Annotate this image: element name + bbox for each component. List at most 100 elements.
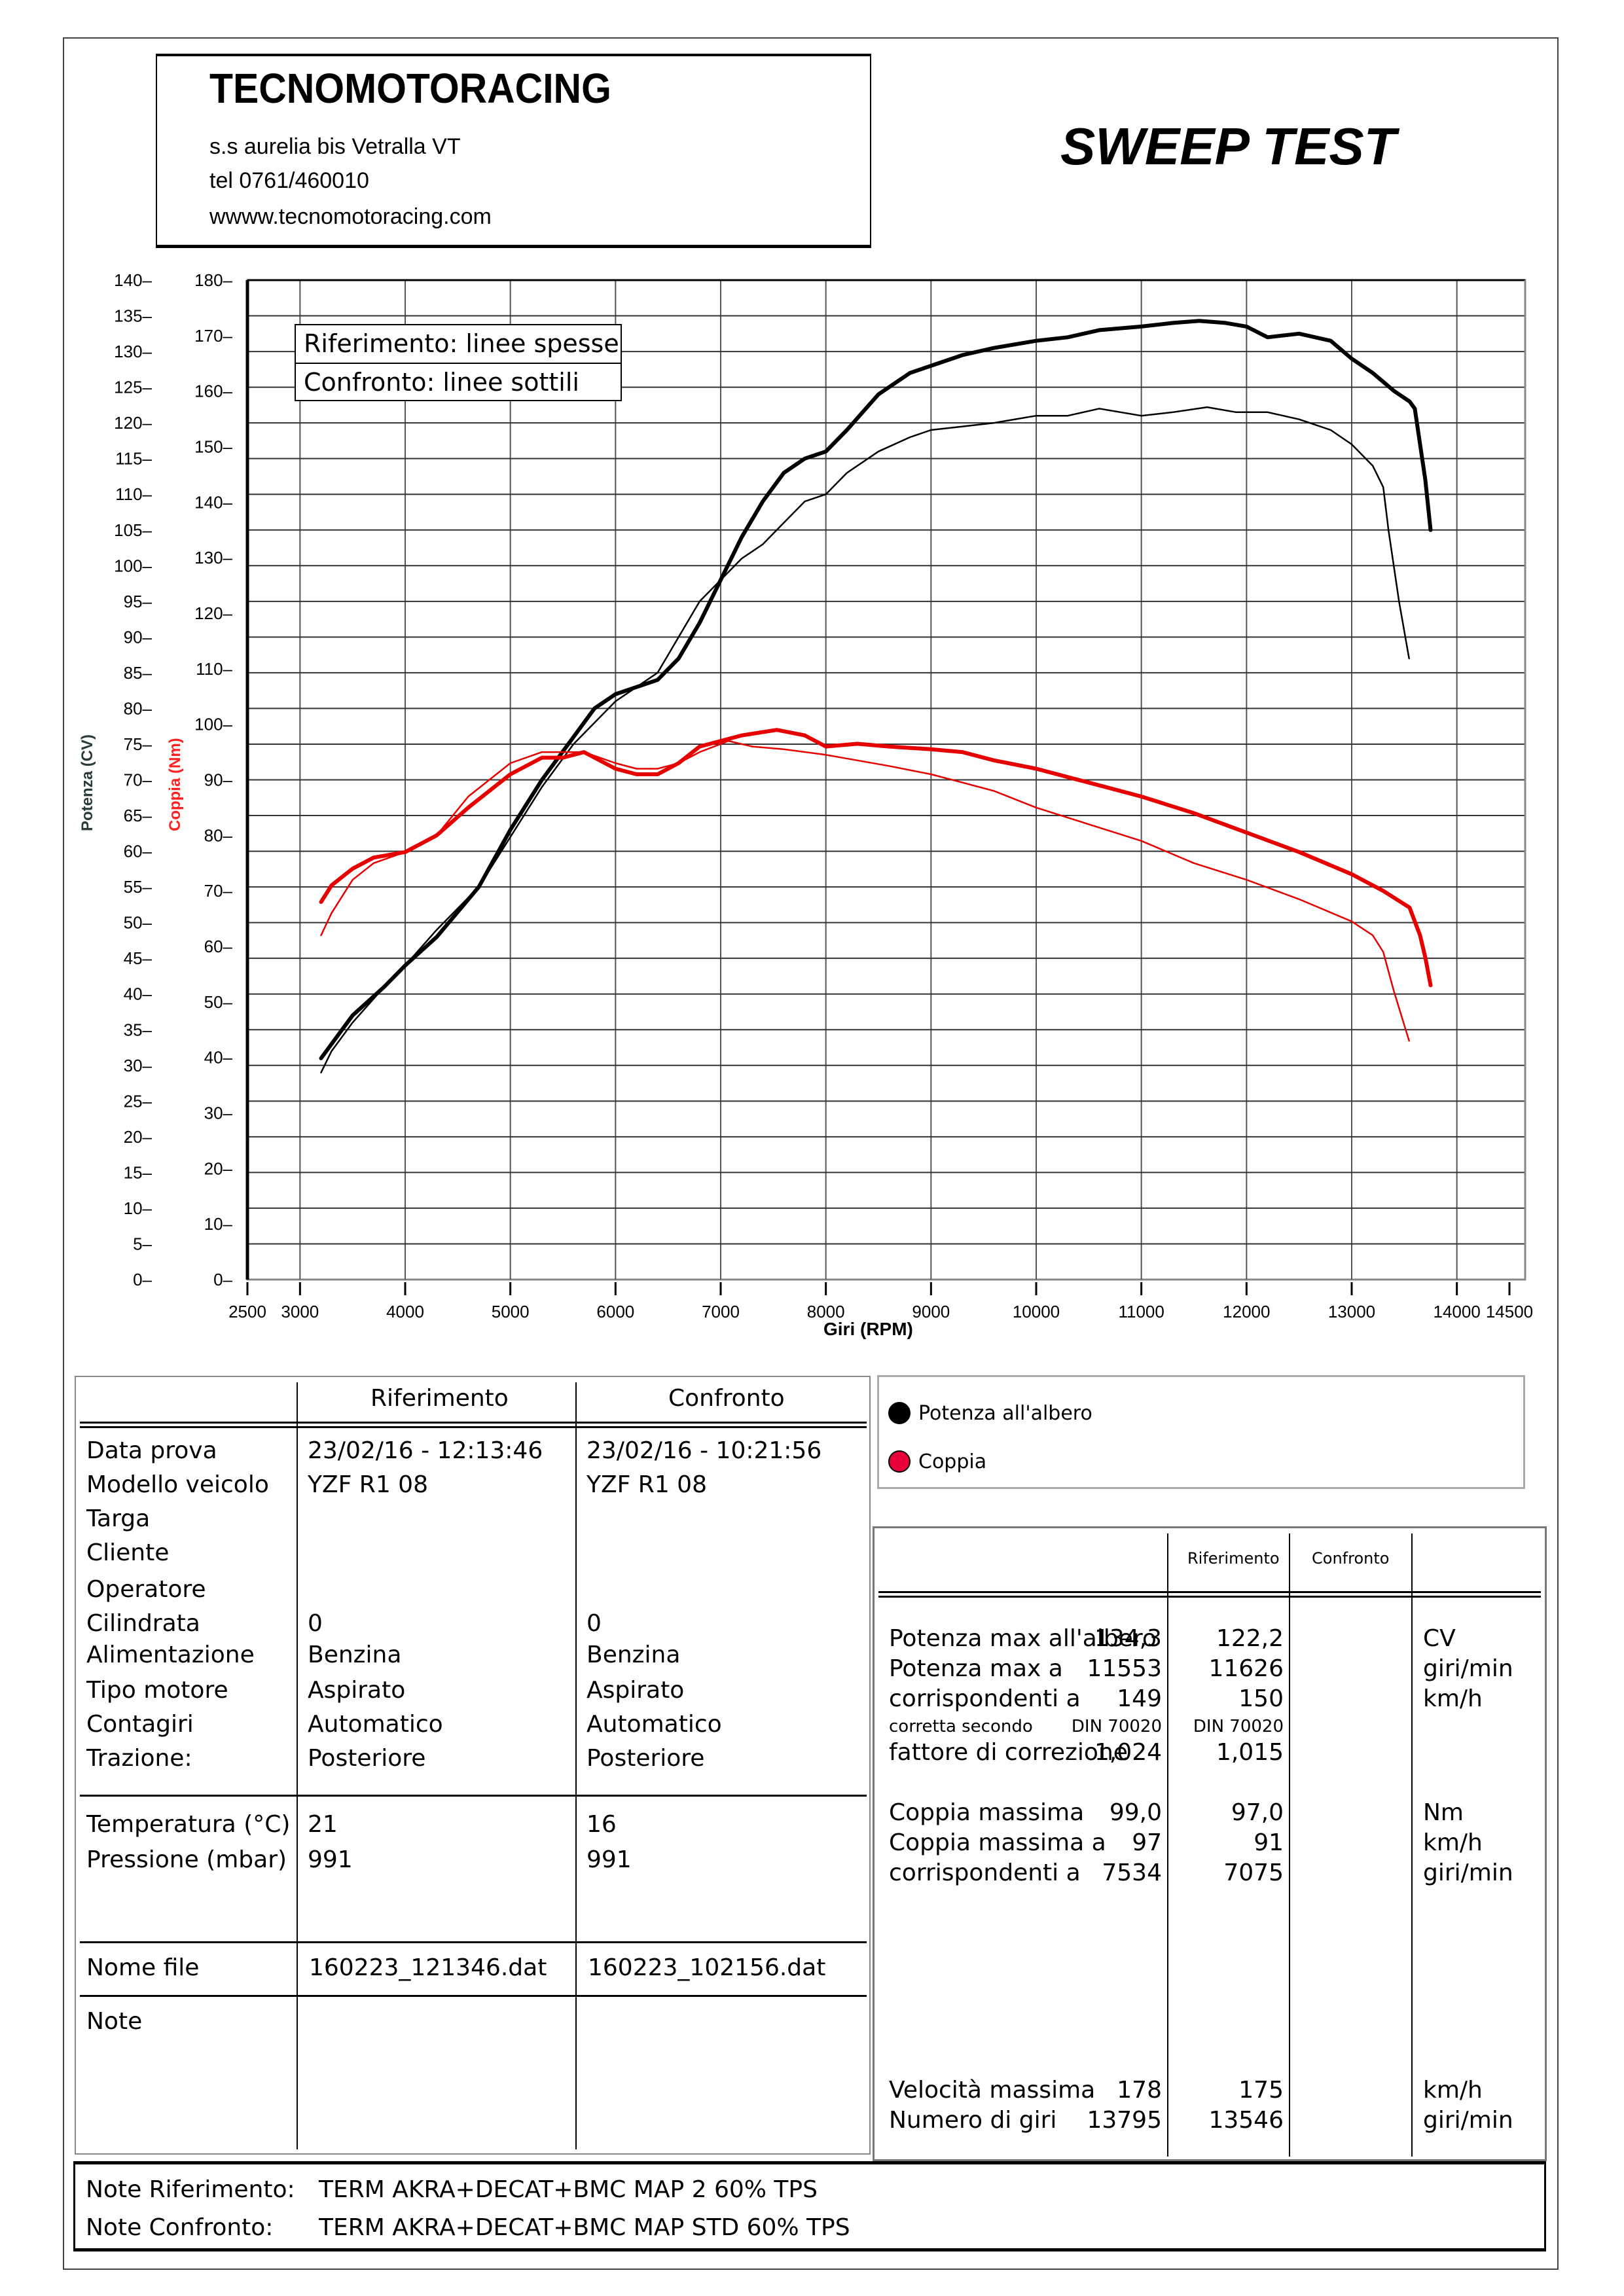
info-row-ref: 23/02/16 - 12:13:46 [308,1437,543,1464]
header-divider [80,1422,867,1428]
torque-tick-label: 80– [204,825,233,845]
filename-cmp: 160223_102156.dat [588,1954,826,1981]
note-ref-label: Note Riferimento: [86,2176,295,2203]
info-row-ref: Benzina [308,1641,402,1668]
info-row-cmp: YZF R1 08 [586,1471,707,1498]
x-tick-label: 3000 [281,1302,319,1321]
torque-tick-label: 180– [194,270,232,290]
info-row-cmp: Benzina [586,1641,681,1668]
power-tick-label: 70– [124,770,153,790]
info-row-label: Operatore [86,1576,206,1603]
result-unit: Nm [1423,1799,1464,1826]
power-tick-label: 80– [124,698,153,718]
torque-legend-label: Coppia [918,1450,987,1473]
note-ref-value: TERM AKRA+DECAT+BMC MAP 2 60% TPS [319,2176,818,2203]
note-label: Note [86,2008,143,2035]
power-tick-label: 110– [115,484,152,504]
result-cmp: 13546 [1208,2107,1284,2134]
result-cmp: 11626 [1208,1655,1284,1682]
divider [297,1382,298,2149]
torque-tick-label: 40– [204,1048,233,1067]
result-cmp: DIN 70020 [1193,1717,1284,1736]
info-row-ref: 0 [308,1610,323,1637]
info-row-cmp: 23/02/16 - 10:21:56 [586,1437,822,1464]
result-label: Potenza max all'albero [889,1625,1157,1652]
result-ref: 11553 [1087,1655,1162,1682]
company-website: wwww.tecnomotoracing.com [209,204,492,229]
torque-tick-label: 170– [194,326,232,346]
power-tick-label: 140– [114,270,152,290]
power-tick-label: 0– [133,1270,152,1289]
x-tick-label: 8000 [807,1302,845,1321]
info-row-label: Contagiri [86,1711,194,1738]
x-tick-label: 13000 [1328,1302,1375,1321]
filename-ref: 160223_121346.dat [309,1954,547,1981]
torque-tick-label: 10– [204,1214,233,1234]
x-tick-label: 14000 [1434,1302,1481,1321]
x-tick-label: 12000 [1223,1302,1270,1321]
power-tick-label: 75– [124,734,153,754]
x-tick-label: 7000 [702,1302,740,1321]
result-label: Coppia massima [889,1799,1085,1826]
x-tick-label: 10000 [1013,1302,1060,1321]
notes-box: Note Riferimento: TERM AKRA+DECAT+BMC MA… [73,2161,1546,2251]
filename-label: Nome file [86,1954,200,1981]
result-ref: 7534 [1102,1859,1162,1886]
power-tick-label: 105– [114,520,152,540]
info-row-label: Alimentazione [86,1641,255,1668]
x-tick-label: 2500 [228,1302,266,1321]
test-info-table: Riferimento Confronto Data prova 23/02/16… [75,1376,871,2155]
pressure-cmp: 991 [586,1846,632,1873]
torque-tick-label: 90– [204,770,233,790]
result-label: corrispondenti a [889,1859,1081,1886]
power-tick-label: 30– [124,1056,153,1075]
result-cmp: 7075 [1223,1859,1284,1886]
line-style-legend-thick: Riferimento: linee spesse [296,325,621,364]
x-tick-label: 11000 [1118,1302,1164,1321]
note-cmp-label: Note Confronto: [86,2214,274,2241]
result-unit: giri/min [1423,1655,1513,1682]
divider [1411,1534,1413,2157]
info-row-label: Targa [86,1505,151,1532]
header-divider [878,1591,1541,1598]
power-tick-label: 5– [133,1234,152,1253]
result-cmp: 91 [1254,1829,1284,1856]
info-row-ref: Automatico [308,1711,443,1738]
column-header-riferimento: Riferimento [1187,1549,1280,1568]
line-style-legend-thin: Confronto: linee sottili [304,368,579,397]
torque-tick-label: 70– [204,881,233,901]
info-row-ref: Posteriore [308,1745,426,1772]
result-unit: giri/min [1423,2107,1513,2134]
result-unit: CV [1423,1625,1456,1652]
coppia-confronto-line [320,740,1410,1042]
result-cmp: 122,2 [1216,1625,1284,1652]
power-tick-label: 60– [124,842,153,861]
result-ref: 97 [1132,1829,1162,1856]
power-tick-label: 125– [114,378,152,397]
power-tick-label: 15– [124,1162,153,1182]
pressure-ref: 991 [308,1846,353,1873]
info-row-cmp: Posteriore [586,1745,705,1772]
torque-tick-label: 50– [204,992,233,1012]
info-row-label: Data prova [86,1437,217,1464]
result-label: corrispondenti a [889,1685,1081,1712]
divider [80,1795,867,1797]
info-row-ref: YZF R1 08 [308,1471,428,1498]
result-ref: 149 [1117,1685,1162,1712]
result-label: Potenza max a [889,1655,1063,1682]
potenza-confronto-line [320,406,1410,1073]
result-cmp: 97,0 [1231,1799,1284,1826]
torque-tick-label: 140– [194,492,232,512]
result-label: fattore di correzione [889,1739,1128,1766]
results-table: Riferimento Confronto Potenza max all'al… [873,1526,1547,2161]
series-legend: Potenza all'albero Coppia [877,1375,1525,1489]
dyno-chart: 2500 3000 4000 5000 6000 7000 8000 9000 10000 110… [114,270,1533,1321]
result-unit: giri/min [1423,1859,1513,1886]
result-label: Coppia massima a [889,1829,1106,1856]
result-unit: km/h [1423,1829,1483,1856]
power-tick-label: 55– [124,877,153,897]
result-cmp: 175 [1238,2077,1284,2104]
result-ref: 1,024 [1094,1739,1162,1766]
company-box [156,54,871,248]
torque-legend-dot-icon [888,1450,911,1473]
